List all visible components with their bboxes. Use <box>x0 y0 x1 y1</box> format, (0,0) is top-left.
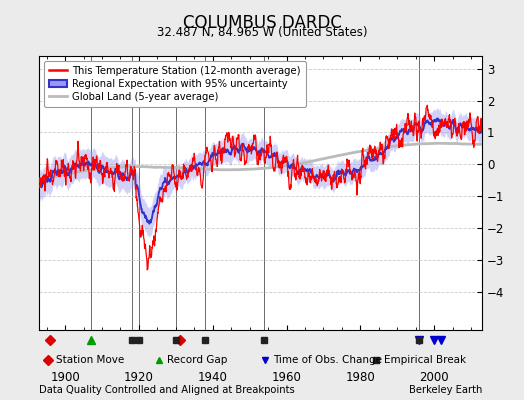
Text: 1900: 1900 <box>50 371 80 384</box>
Text: Empirical Break: Empirical Break <box>384 355 466 366</box>
Text: 1920: 1920 <box>124 371 154 384</box>
Text: 2000: 2000 <box>419 371 449 384</box>
Legend: This Temperature Station (12-month average), Regional Expectation with 95% uncer: This Temperature Station (12-month avera… <box>45 61 306 107</box>
Text: 1980: 1980 <box>345 371 375 384</box>
Text: 1960: 1960 <box>271 371 301 384</box>
Text: Berkeley Earth: Berkeley Earth <box>409 385 482 395</box>
Text: Data Quality Controlled and Aligned at Breakpoints: Data Quality Controlled and Aligned at B… <box>39 385 295 395</box>
Text: Time of Obs. Change: Time of Obs. Change <box>273 355 382 366</box>
Text: Station Move: Station Move <box>56 355 124 366</box>
Text: 1940: 1940 <box>198 371 227 384</box>
Text: 32.487 N, 84.965 W (United States): 32.487 N, 84.965 W (United States) <box>157 26 367 39</box>
Text: Record Gap: Record Gap <box>167 355 227 366</box>
Text: COLUMBUS DARDC: COLUMBUS DARDC <box>182 14 342 32</box>
